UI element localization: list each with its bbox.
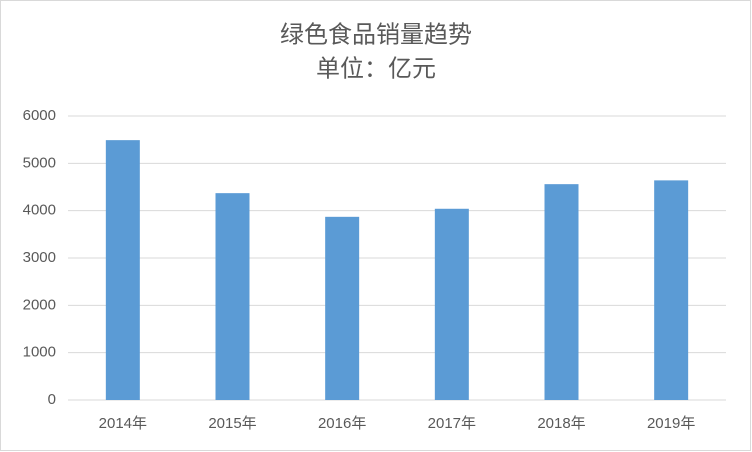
y-tick-label: 6000 [23, 107, 56, 124]
x-tick-label: 2016年 [318, 415, 366, 432]
bar [654, 180, 689, 400]
chart-subtitle: 单位：亿元 [316, 55, 436, 82]
x-tick-label: 2014年 [99, 415, 147, 432]
y-tick-label: 3000 [23, 249, 56, 266]
bar [434, 208, 469, 400]
x-tick-label: 2019年 [647, 415, 695, 432]
y-tick-label: 0 [48, 391, 56, 408]
bar [105, 140, 140, 400]
y-tick-label: 5000 [23, 154, 56, 171]
bar [544, 184, 579, 400]
x-tick-label: 2015年 [208, 415, 256, 432]
x-tick-label: 2017年 [428, 415, 476, 432]
bar [215, 193, 250, 400]
x-tick-label: 2018年 [537, 415, 585, 432]
bar [325, 216, 360, 400]
chart-title: 绿色食品销量趋势 [280, 21, 472, 48]
y-tick-label: 2000 [23, 296, 56, 313]
y-tick-label: 4000 [23, 202, 56, 219]
y-tick-label: 1000 [23, 344, 56, 361]
